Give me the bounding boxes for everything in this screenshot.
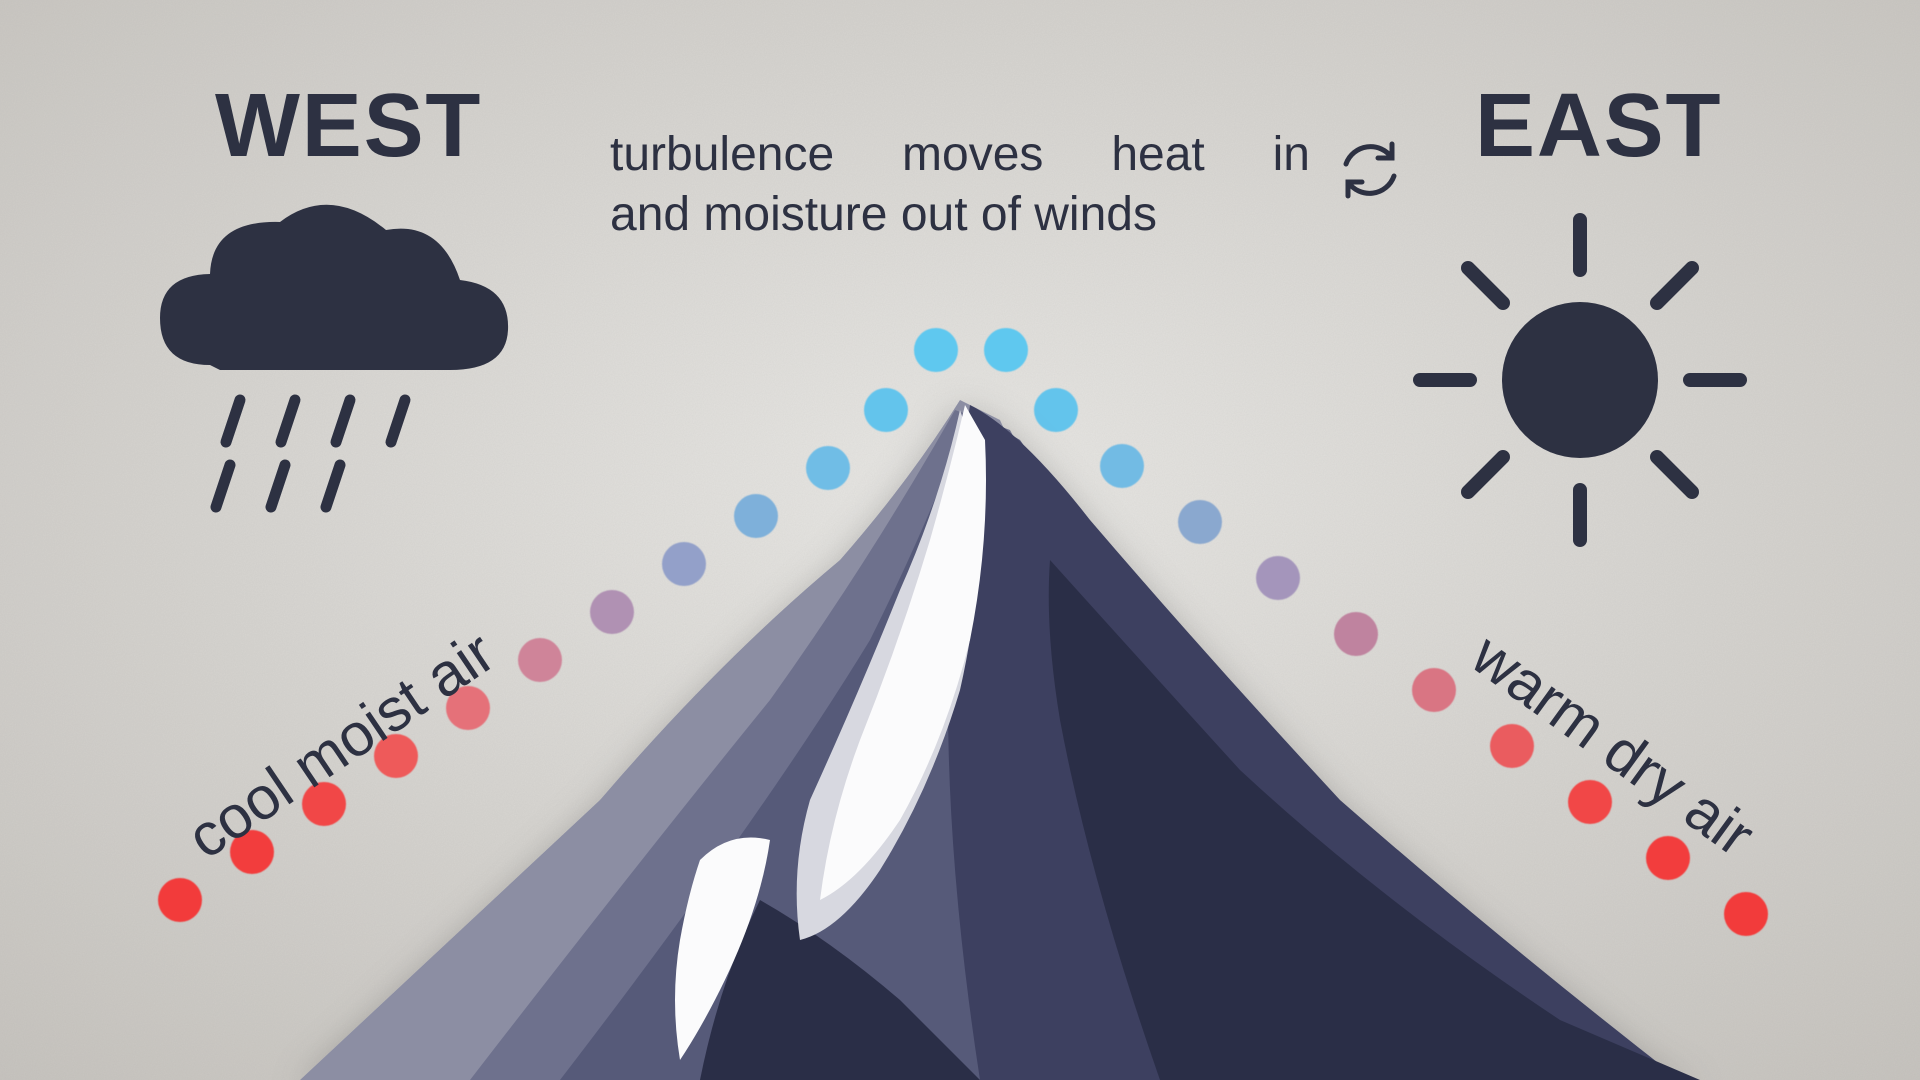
infographic-stage: WEST EAST turbulence moves heat in and m… [0,0,1920,1080]
mountain [0,0,1920,1080]
